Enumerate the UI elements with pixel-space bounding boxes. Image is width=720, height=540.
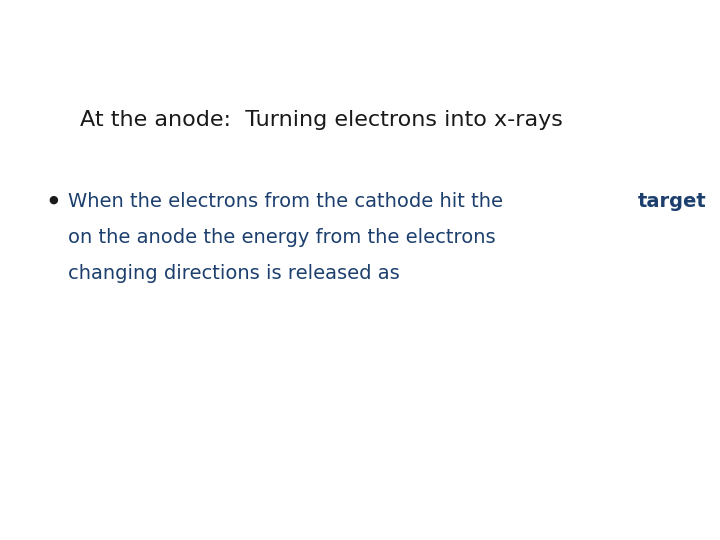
Text: target: target (637, 192, 706, 211)
Text: When the electrons from the cathode hit the: When the electrons from the cathode hit … (68, 192, 509, 211)
Text: on the anode the energy from the electrons: on the anode the energy from the electro… (68, 228, 495, 247)
Text: changing directions is released as: changing directions is released as (68, 264, 400, 283)
Text: At the anode:  Turning electrons into x-rays: At the anode: Turning electrons into x-r… (80, 110, 563, 130)
Text: ●: ● (48, 195, 58, 205)
